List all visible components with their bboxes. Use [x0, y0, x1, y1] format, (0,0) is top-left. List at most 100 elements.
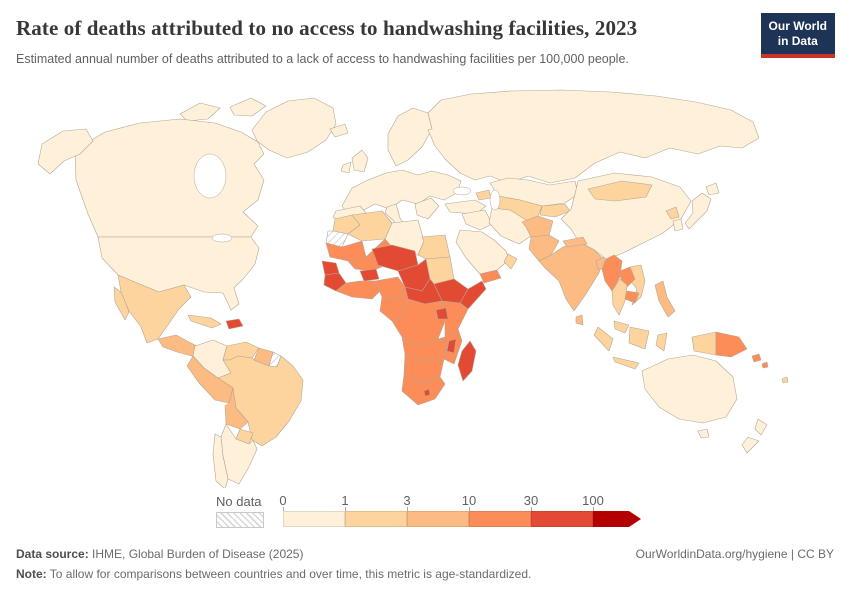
region-cuba[interactable] [187, 314, 222, 329]
water-black-sea [452, 186, 472, 196]
legend-tick-1: 1 [341, 493, 349, 508]
legend-color-bar [283, 511, 643, 527]
world-map-svg [37, 89, 789, 488]
region-scandinavia[interactable] [387, 107, 433, 167]
region-united-kingdom[interactable] [351, 149, 369, 173]
legend-bin-0-1[interactable] [283, 511, 345, 527]
region-lesotho[interactable] [423, 388, 431, 397]
owid-hygiene-link[interactable]: OurWorldinData.org/hygiene | CC BY [635, 547, 834, 561]
legend-tick-mark-30 [531, 507, 532, 511]
no-data-label: No data [216, 494, 262, 509]
legend-bin-3-10[interactable] [407, 511, 469, 527]
region-india[interactable] [538, 241, 604, 312]
region-caucasus[interactable] [475, 189, 492, 201]
region-somalia[interactable] [459, 280, 487, 310]
legend-tick-10: 10 [461, 493, 477, 508]
region-russia[interactable] [427, 89, 760, 184]
data-source-label: Data source: [16, 547, 89, 561]
region-north-korea[interactable] [665, 206, 680, 220]
region-thailand[interactable] [611, 278, 628, 316]
legend-bin-30-100[interactable] [531, 511, 593, 527]
region-syria-iraq[interactable] [461, 209, 493, 231]
region-saudi-arabia[interactable] [455, 229, 510, 275]
region-senegal[interactable] [321, 260, 340, 276]
region-madagascar[interactable] [457, 340, 477, 382]
region-canada-arctic-2[interactable] [229, 97, 267, 117]
region-oman[interactable] [503, 253, 518, 270]
region-south-africa[interactable] [401, 374, 446, 406]
region-canada[interactable] [74, 118, 265, 238]
owid-logo-line2: in Data [777, 34, 818, 48]
legend-tick-0: 0 [279, 493, 287, 508]
region-kyrgyzstan-tajikistan[interactable] [539, 203, 571, 218]
region-egypt[interactable] [417, 234, 451, 260]
legend-tick-mark-3 [407, 507, 408, 511]
legend-tick-mark-10 [469, 507, 470, 511]
region-balkans[interactable] [414, 197, 440, 220]
region-bolivia[interactable] [224, 387, 249, 430]
owid-logo-line1: Our World [768, 19, 827, 33]
region-baja-california[interactable] [113, 286, 130, 321]
legend-bin-1-3[interactable] [345, 511, 407, 527]
region-western-sahara[interactable] [325, 230, 349, 248]
region-alaska[interactable] [37, 128, 94, 175]
legend-tick-100: 100 [582, 493, 604, 508]
region-japan[interactable] [684, 192, 712, 230]
legend-tick-mark-100 [593, 507, 594, 511]
region-algeria[interactable] [347, 210, 393, 242]
note-label: Note: [16, 567, 47, 581]
region-malawi[interactable] [446, 338, 457, 354]
region-fiji[interactable] [781, 376, 789, 384]
legend-tick-30: 30 [523, 493, 539, 508]
region-indonesia-sulawesi[interactable] [655, 332, 668, 352]
water-great-lakes [211, 233, 233, 243]
data-source-value: IHME, Global Burden of Disease (2025) [88, 547, 304, 561]
region-chile[interactable] [212, 433, 229, 488]
data-source-line: Data source: IHME, Global Burden of Dise… [16, 547, 303, 561]
region-nigeria[interactable] [374, 276, 406, 300]
region-iceland[interactable] [329, 123, 349, 138]
region-indonesia-java[interactable] [612, 356, 640, 370]
region-nepal[interactable] [562, 236, 588, 248]
region-turkey[interactable] [444, 199, 487, 215]
region-uganda[interactable] [435, 307, 449, 320]
region-tasmania[interactable] [697, 428, 710, 439]
legend-tick-mark-1 [345, 507, 346, 511]
region-philippines[interactable] [654, 280, 676, 318]
region-solomon-islands-2[interactable] [761, 361, 769, 369]
legend-no-data: No data [216, 494, 264, 528]
legend-bin-10-30[interactable] [469, 511, 531, 527]
region-new-zealand-south[interactable] [741, 436, 760, 454]
region-australia[interactable] [641, 354, 738, 424]
legend-tick-labels: 0 1 3 10 30 100 [279, 493, 643, 511]
region-canada-arctic-1[interactable] [179, 102, 221, 122]
region-japan-hokkaido[interactable] [705, 182, 720, 196]
region-sri-lanka[interactable] [575, 314, 584, 326]
region-south-korea[interactable] [672, 218, 684, 232]
region-ireland[interactable] [340, 161, 352, 174]
region-burkina-faso[interactable] [359, 268, 380, 282]
legend-scale: 0 1 3 10 30 100 [279, 493, 643, 527]
region-indonesia-borneo[interactable] [628, 326, 650, 350]
region-greenland[interactable] [251, 97, 337, 159]
region-solomon-islands[interactable] [751, 353, 762, 363]
region-cambodia[interactable] [624, 290, 640, 304]
region-iran[interactable] [488, 207, 532, 245]
region-myanmar[interactable] [601, 254, 623, 292]
region-mongolia[interactable] [587, 180, 653, 202]
page-title: Rate of deaths attributed to no access t… [16, 16, 638, 40]
region-haiti[interactable] [225, 318, 244, 330]
region-yemen[interactable] [479, 269, 502, 284]
region-indonesia-west-papua[interactable] [691, 331, 717, 356]
owid-logo[interactable]: Our World in Data [760, 13, 835, 58]
region-indonesia-sumatra[interactable] [593, 326, 614, 352]
region-new-zealand-north[interactable] [754, 418, 768, 436]
region-malaysia[interactable] [613, 320, 630, 334]
region-papua-new-guinea[interactable] [715, 331, 748, 358]
legend-bin-100+[interactable] [593, 511, 641, 527]
region-mexico[interactable] [117, 274, 192, 344]
legend-tick-mark-0 [283, 507, 284, 511]
no-data-swatch[interactable] [216, 512, 264, 528]
water-caspian-sea [489, 189, 501, 211]
